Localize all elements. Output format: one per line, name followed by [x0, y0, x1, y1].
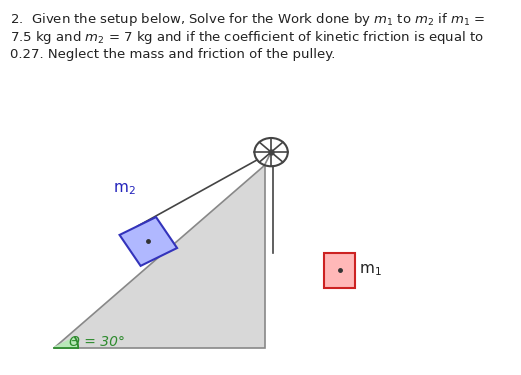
Text: Θ = 30°: Θ = 30° — [69, 335, 126, 350]
Text: m$_2$: m$_2$ — [113, 181, 136, 197]
Text: 2.  Given the setup below, Solve for the Work done by $m_1$ to $m_2$ if $m_1$ =: 2. Given the setup below, Solve for the … — [10, 11, 486, 28]
Polygon shape — [119, 217, 177, 266]
Text: 7.5 kg and $m_2$ = 7 kg and if the coefficient of kinetic friction is equal to: 7.5 kg and $m_2$ = 7 kg and if the coeff… — [10, 29, 484, 46]
Polygon shape — [54, 338, 78, 348]
Polygon shape — [54, 165, 265, 348]
Text: 0.27. Neglect the mass and friction of the pulley.: 0.27. Neglect the mass and friction of t… — [10, 48, 336, 61]
Bar — [324, 253, 355, 288]
Text: m$_1$: m$_1$ — [359, 262, 381, 278]
